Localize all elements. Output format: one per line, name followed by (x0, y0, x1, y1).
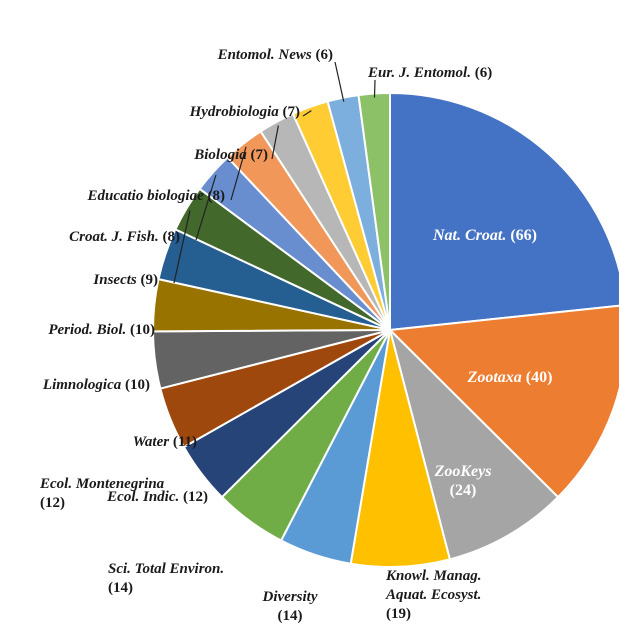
slice-label: ZooKeys (24) (435, 462, 492, 500)
slice-label: Hydrobiologia (7) (190, 103, 300, 122)
label-value: (6) (474, 65, 493, 81)
slice-label: Zootaxa (40) (468, 368, 553, 387)
slice-label: Sci. Total Environ. (14) (108, 560, 224, 598)
label-value: (9) (140, 272, 159, 288)
label-name: Water (132, 434, 170, 450)
label-value: (11) (172, 434, 197, 450)
label-value: (66) (510, 227, 537, 244)
label-name: Insects (93, 272, 137, 288)
label-value: (19) (386, 606, 411, 622)
label-value: (7) (282, 104, 301, 120)
leader-line (271, 125, 279, 160)
label-name: Sci. Total Environ. (108, 561, 225, 577)
pie-slice (389, 91, 619, 332)
slice-label: Diversity (14) (263, 588, 318, 626)
label-value: (12) (183, 489, 208, 505)
slice-label: Water (11) (133, 433, 197, 452)
leader-line (334, 61, 345, 102)
leader-line (195, 174, 217, 241)
slice-label: Insects (9) (93, 271, 158, 290)
label-name: Biologia (194, 147, 247, 163)
slice-label: Period. Biol. (10) (48, 321, 155, 340)
slice-label: Entomol. News (6) (218, 46, 333, 65)
slice-label: Ecol. Indic. (12) (107, 488, 208, 507)
label-name: Entomol. News (217, 47, 312, 63)
slice-label: Biologia (7) (194, 146, 268, 165)
label-value: (14) (108, 580, 133, 596)
label-value: (40) (525, 369, 553, 386)
label-name: Croat. J. Fish. (69, 229, 159, 245)
leader-line (373, 79, 376, 98)
label-name: Knowl. Manag. Aquat. Ecosyst. (386, 568, 482, 603)
label-name: Hydrobiologia (189, 104, 279, 120)
slice-label: Nat. Croat. (66) (433, 226, 537, 245)
label-name: Ecol. Montenegrina (40, 476, 165, 492)
slice-label: Educatio biologiae (8) (88, 187, 226, 206)
label-name: Nat. Croat. (433, 227, 507, 244)
slice-label: Eur. J. Entomol. (6) (368, 64, 492, 83)
label-name: Zootaxa (467, 369, 522, 386)
label-value: (8) (162, 229, 181, 245)
slice-label: Ecol. Montenegrina (12) (40, 475, 164, 513)
label-name: Diversity (262, 589, 318, 605)
label-value: (12) (40, 495, 65, 511)
label-value: (14) (277, 608, 303, 624)
label-value: (6) (315, 47, 334, 63)
label-value: (7) (250, 147, 269, 163)
leader-line (230, 146, 247, 201)
label-name: Eur. J. Entomol. (368, 65, 471, 81)
pie-slice (388, 326, 560, 561)
slice-label: Limnologica (10) (43, 376, 150, 395)
label-name: Ecol. Indic. (107, 489, 180, 505)
leader-line (173, 210, 191, 284)
label-name: Limnologica (42, 377, 122, 393)
pie-slice (387, 304, 619, 499)
label-value: (24) (449, 482, 477, 499)
label-value: (10) (125, 377, 150, 393)
label-value: (10) (130, 322, 155, 338)
label-name: Period. Biol. (48, 322, 127, 338)
label-name: Educatio biologiae (87, 188, 204, 204)
label-value: (8) (207, 188, 226, 204)
slice-label: Knowl. Manag. Aquat. Ecosyst. (19) (386, 567, 511, 624)
slice-label: Croat. J. Fish. (8) (69, 228, 180, 247)
leader-line (302, 110, 312, 117)
label-name: ZooKeys (434, 463, 492, 480)
